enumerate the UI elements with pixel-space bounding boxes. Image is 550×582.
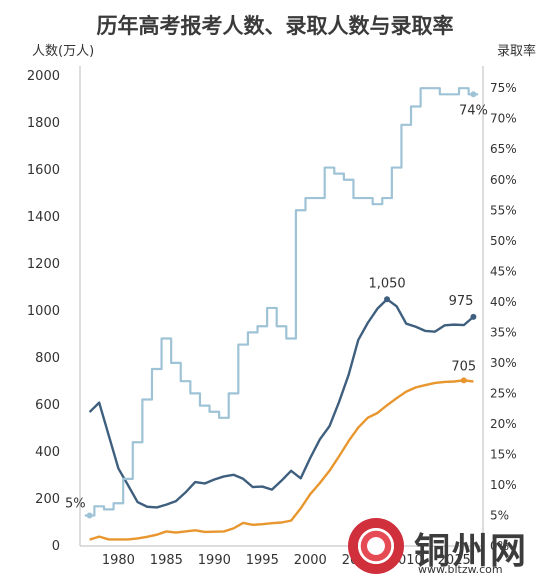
x-tick-label: 1995 — [246, 553, 279, 568]
right-tick-label: 40% — [490, 295, 517, 309]
right-tick-label: 10% — [490, 478, 517, 492]
right-tick-label: 30% — [490, 356, 517, 370]
x-tick-label: 1985 — [150, 553, 183, 568]
right-tick-label: 45% — [490, 264, 517, 278]
right-tick-label: 35% — [490, 325, 517, 339]
series-line-2 — [84, 87, 479, 517]
annotation-point — [470, 91, 477, 98]
right-tick-label: 60% — [490, 173, 517, 187]
annotation-point — [384, 296, 391, 303]
annotation-point — [86, 512, 93, 519]
left-tick-label: 1600 — [27, 163, 60, 178]
annotation-label: 5% — [65, 496, 86, 511]
left-tick-label: 600 — [35, 398, 60, 413]
right-tick-label: 5% — [490, 508, 509, 522]
left-tick-label: 1400 — [27, 210, 60, 225]
watermark-logo — [348, 518, 404, 574]
x-tick-label: 1990 — [198, 553, 231, 568]
right-tick-label: 75% — [490, 81, 517, 95]
series-line-1 — [89, 379, 474, 541]
x-tick-label: 1980 — [102, 553, 135, 568]
left-axis-label: 人数(万人) — [32, 44, 95, 59]
left-tick-label: 1200 — [27, 257, 60, 272]
annotation-label: 74% — [459, 103, 488, 118]
right-tick-label: 65% — [490, 142, 517, 156]
watermark-text: 铜州网 — [414, 531, 529, 572]
right-tick-label: 55% — [490, 203, 517, 217]
right-tick-label: 15% — [490, 447, 517, 461]
left-tick-label: 1800 — [27, 116, 60, 131]
annotation-label: 1,050 — [368, 276, 405, 291]
x-tick-label: 2015 — [438, 553, 471, 568]
series-line-0 — [88, 298, 475, 509]
x-tick-label: 2000 — [294, 553, 327, 568]
right-tick-label: 70% — [490, 112, 517, 126]
chart-title: 历年高考报考人数、录取人数与录取率 — [96, 14, 454, 38]
right-tick-label: 50% — [490, 234, 517, 248]
annotation-point — [470, 313, 477, 320]
left-tick-label: 0 — [52, 539, 60, 554]
annotation-label: 705 — [451, 359, 476, 374]
left-tick-label: 2000 — [27, 69, 60, 84]
left-tick-label: 800 — [35, 351, 60, 366]
right-tick-label: 0% — [490, 539, 509, 553]
right-tick-label: 25% — [490, 386, 517, 400]
annotation-label: 975 — [449, 294, 474, 309]
left-tick-label: 200 — [35, 492, 60, 507]
annotation-point — [460, 377, 467, 384]
watermark-url: www.bltzw.com — [418, 563, 503, 576]
right-tick-label: 20% — [490, 417, 517, 431]
left-tick-label: 400 — [35, 445, 60, 460]
right-axis-label: 录取率 — [497, 44, 537, 59]
left-tick-label: 1000 — [27, 304, 60, 319]
